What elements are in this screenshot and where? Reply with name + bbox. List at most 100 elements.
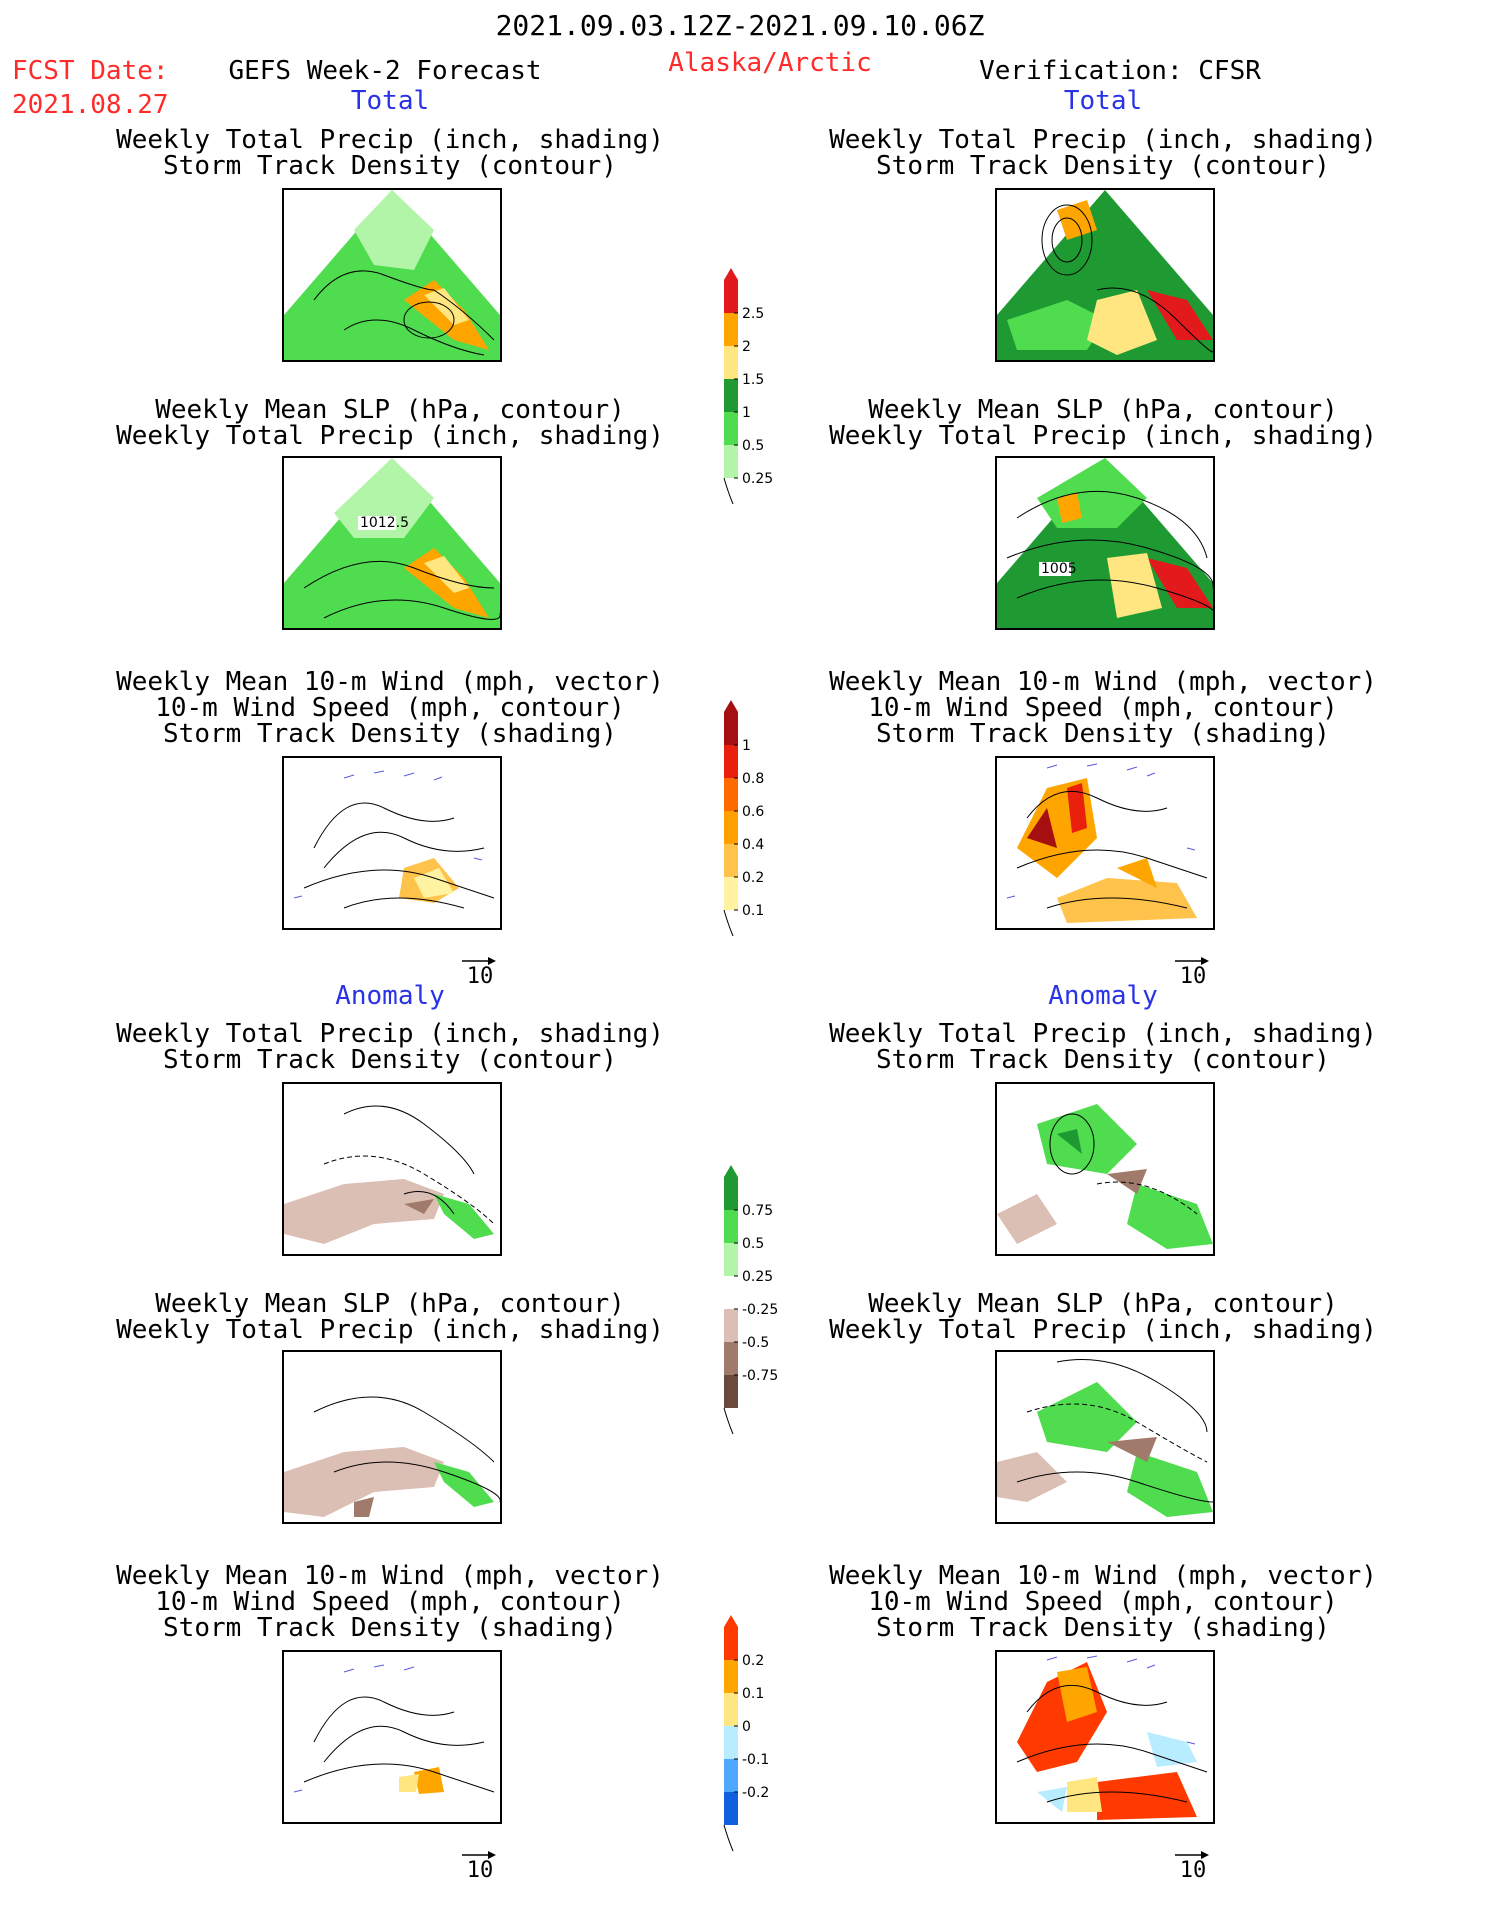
cfsr-anom-precip-title-1: Weekly Total Precip (inch, shading) <box>829 1019 1377 1049</box>
colorbar-bottom-tail <box>723 477 734 505</box>
colorbar-segment <box>724 1375 738 1408</box>
fcst-anom-wind-title-2: 10-m Wind Speed (mph, contour) <box>155 1587 625 1617</box>
colorbar-segment <box>724 1660 738 1693</box>
colorbar-tick-label: 2 <box>742 339 751 355</box>
fcst-vector-arrow-icon <box>462 952 496 971</box>
cfsr-wind-title-2: 10-m Wind Speed (mph, contour) <box>868 693 1338 723</box>
colorbar-segment <box>724 844 738 877</box>
fcst-anom-slp-title-1: Weekly Mean SLP (hPa, contour) <box>155 1289 625 1319</box>
colorbar-tick-label: 0.5 <box>742 1236 764 1252</box>
colorbar-segment <box>724 1177 738 1210</box>
fcst-anom-precip-map <box>282 1082 502 1256</box>
right-column-title: Verification: CFSR <box>979 56 1261 86</box>
fcst-total-precip-title-2: Storm Track Density (contour) <box>163 151 617 181</box>
fcst-total-precip-title-1: Weekly Total Precip (inch, shading) <box>116 125 664 155</box>
cfsr-vector-arrow-icon <box>1175 952 1209 971</box>
map-fill-yellow <box>424 288 469 325</box>
fcst-anom-precip-title-2: Storm Track Density (contour) <box>163 1045 617 1075</box>
colorbar-precip-total: 2.5 2 1.5 1 0.5 0.25 <box>718 268 798 562</box>
colorbar-segment <box>724 1792 738 1825</box>
fcst-total-precip-map <box>282 188 502 362</box>
left-total-label: Total <box>350 86 430 116</box>
fcst-anom-wind-title-1: Weekly Mean 10-m Wind (mph, vector) <box>116 1561 664 1591</box>
fcst-anom-vector-ref-label: 10 <box>466 1858 494 1883</box>
colorbar-segment <box>724 313 738 346</box>
colorbar-top-arrow <box>724 1615 738 1627</box>
cfsr-anom-slp-title-2: Weekly Total Precip (inch, shading) <box>829 1315 1377 1345</box>
colorbar-tick-label: 0.1 <box>742 1686 764 1702</box>
cfsr-total-precip-title-2: Storm Track Density (contour) <box>876 151 1330 181</box>
cfsr-slp-title-2: Weekly Total Precip (inch, shading) <box>829 421 1377 451</box>
colorbar-segment <box>724 1276 738 1309</box>
colorbar-bottom-tail <box>723 1824 734 1852</box>
colorbar-tick-label: 0.25 <box>742 1269 773 1285</box>
fcst-slp-precip-map: 1012.5 <box>282 456 502 630</box>
region-title: Alaska/Arctic <box>668 48 872 78</box>
fcst-date-label: FCST Date: <box>12 56 169 86</box>
cfsr-anom-wind-title-2: 10-m Wind Speed (mph, contour) <box>868 1587 1338 1617</box>
colorbar-precip-anom: 0.75 0.5 0.25 -0.25 -0.5 -0.75 <box>718 1165 798 1459</box>
colorbar-tick-label: 0.2 <box>742 870 764 886</box>
colorbar-bottom-tail <box>723 909 734 937</box>
fcst-anom-wind-title-3: Storm Track Density (shading) <box>163 1613 617 1643</box>
colorbar-segment <box>724 379 738 412</box>
colorbar-tick-label: 0.6 <box>742 804 764 820</box>
colorbar-segment <box>724 1243 738 1276</box>
fcst-wind-title-3: Storm Track Density (shading) <box>163 719 617 749</box>
cfsr-anom-wind-map <box>995 1650 1215 1824</box>
colorbar-segment <box>724 346 738 379</box>
colorbar-segment <box>724 712 738 745</box>
cfsr-anom-slp-title-1: Weekly Mean SLP (hPa, contour) <box>868 1289 1338 1319</box>
colorbar-tick-label: -0.2 <box>742 1785 769 1801</box>
fcst-date-value: 2021.08.27 <box>12 90 169 120</box>
cfsr-wind-map <box>995 756 1215 930</box>
fcst-slp-title-1: Weekly Mean SLP (hPa, contour) <box>155 395 625 425</box>
colorbar-segment <box>724 445 738 478</box>
colorbar-tick-label: -0.1 <box>742 1752 769 1768</box>
colorbar-segment <box>724 1726 738 1759</box>
colorbar-storm-total: 1 0.8 0.6 0.4 0.2 0.1 <box>718 700 798 994</box>
colorbar-segment <box>724 877 738 910</box>
colorbar-segment <box>724 1342 738 1375</box>
cfsr-anom-precip-map <box>995 1082 1215 1256</box>
cfsr-slp-title-1: Weekly Mean SLP (hPa, contour) <box>868 395 1338 425</box>
cfsr-total-precip-map <box>995 188 1215 362</box>
colorbar-segment <box>724 1210 738 1243</box>
fcst-anom-slp-title-2: Weekly Total Precip (inch, shading) <box>116 1315 664 1345</box>
fcst-vector-ref-label: 10 <box>466 964 494 989</box>
colorbar-tick-label: -0.75 <box>742 1368 778 1384</box>
cfsr-anom-wind-title-3: Storm Track Density (shading) <box>876 1613 1330 1643</box>
colorbar-tick-label: 0.1 <box>742 903 764 919</box>
colorbar-top-arrow <box>724 1165 738 1177</box>
colorbar-segment <box>724 1627 738 1660</box>
colorbar-segment <box>724 1759 738 1792</box>
fcst-anom-slp-map <box>282 1350 502 1524</box>
colorbar-segment <box>724 1693 738 1726</box>
colorbar-segment <box>724 1309 738 1342</box>
fcst-anom-vector-arrow-icon <box>462 1846 496 1865</box>
cfsr-vector-ref-label: 10 <box>1179 964 1207 989</box>
colorbar-tick-label: -0.25 <box>742 1302 778 1318</box>
date-range-title: 2021.09.03.12Z-2021.09.10.06Z <box>495 9 985 42</box>
fcst-wind-title-1: Weekly Mean 10-m Wind (mph, vector) <box>116 667 664 697</box>
colorbar-tick-label: 1 <box>742 738 751 754</box>
colorbar-tick-label: 0.4 <box>742 837 764 853</box>
colorbar-segment <box>724 778 738 811</box>
colorbar-tick-label: 0.2 <box>742 1653 764 1669</box>
fcst-anom-wind-map <box>282 1650 502 1824</box>
colorbar-tick-label: 1 <box>742 405 751 421</box>
right-anomaly-label: Anomaly <box>1048 981 1158 1011</box>
colorbar-tick-label: 0 <box>742 1719 751 1735</box>
colorbar-bottom-tail <box>723 1407 734 1435</box>
colorbar-tick-label: 0.75 <box>742 1203 773 1219</box>
colorbar-tick-label: 0.5 <box>742 438 764 454</box>
colorbar-segment <box>724 811 738 844</box>
cfsr-wind-title-3: Storm Track Density (shading) <box>876 719 1330 749</box>
cfsr-anom-precip-title-2: Storm Track Density (contour) <box>876 1045 1330 1075</box>
colorbar-tick-label: 0.8 <box>742 771 764 787</box>
colorbar-tick-label: 1.5 <box>742 372 764 388</box>
colorbar-tick-label: -0.5 <box>742 1335 769 1351</box>
fcst-wind-map <box>282 756 502 930</box>
cfsr-total-precip-title-1: Weekly Total Precip (inch, shading) <box>829 125 1377 155</box>
colorbar-segment <box>724 280 738 313</box>
